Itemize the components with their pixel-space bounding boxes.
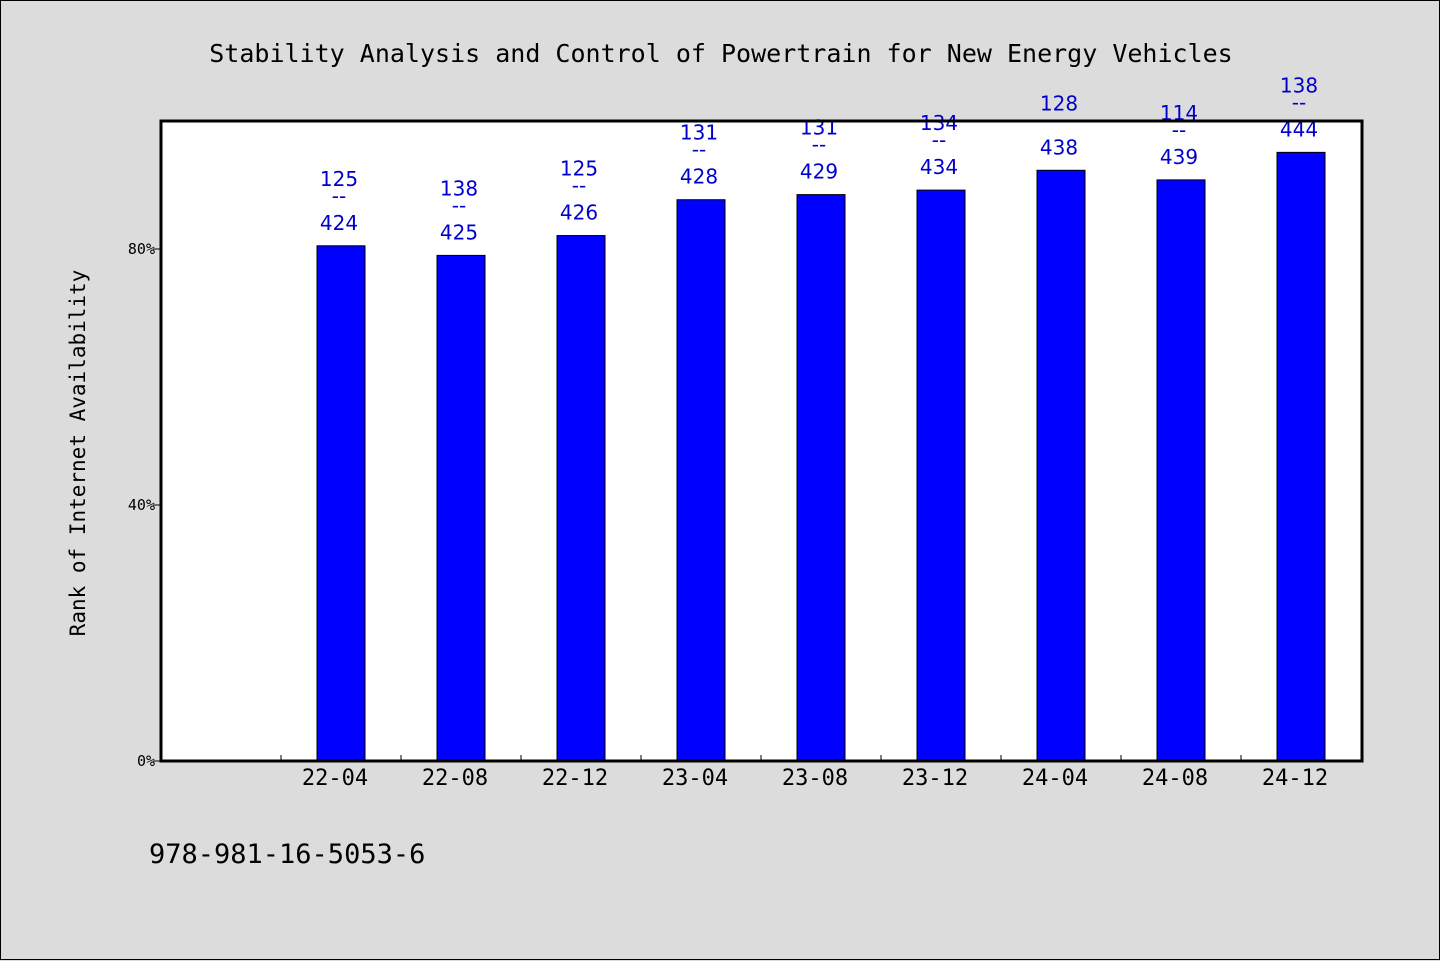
bar-22-08 <box>436 254 486 762</box>
data-label-separator: -- <box>332 184 346 208</box>
bar-23-12 <box>916 189 966 762</box>
y-tick-label: 40% <box>128 496 155 514</box>
data-label-top: 125 <box>320 167 358 191</box>
y-axis-label: Rank of Internet Availability <box>66 270 90 637</box>
data-label-bottom: 424 <box>320 211 358 235</box>
data-label-separator: -- <box>1292 90 1306 114</box>
data-label-bottom: 434 <box>920 155 958 179</box>
data-label-separator: -- <box>572 174 586 198</box>
data-label-bottom: 426 <box>560 201 598 225</box>
x-tick-label: 23-08 <box>782 766 848 791</box>
plot-border <box>159 119 1364 763</box>
x-tick-label: 22-08 <box>422 766 488 791</box>
x-tick-label: 23-12 <box>902 766 968 791</box>
bar-24-12 <box>1276 151 1326 762</box>
data-labels-layer: 125--424138--425125--426131--428131--429… <box>320 73 1318 244</box>
data-label-top: 138 <box>1280 73 1318 97</box>
bar-22-12 <box>556 235 606 762</box>
x-tick-label: 24-04 <box>1022 766 1088 791</box>
axes-layer: 0% 40% 80% 22-04 22-08 22-12 23-04 23-08 23-12 24… <box>128 240 1362 791</box>
data-label-top: 128 <box>1040 91 1078 115</box>
data-label-separator: -- <box>692 138 706 162</box>
footer-isbn: 978-981-16-5053-6 <box>149 839 425 870</box>
y-tick-label: 80% <box>128 240 155 258</box>
x-tick-label: 24-12 <box>1262 766 1328 791</box>
bar-24-04 <box>1036 169 1086 762</box>
data-label-top: 134 <box>920 111 958 135</box>
data-label-top: 138 <box>440 176 478 200</box>
data-label-separator: -- <box>452 193 466 217</box>
data-label-bottom: 425 <box>440 220 478 244</box>
data-label-separator: -- <box>932 128 946 152</box>
bar-22-04 <box>316 245 366 762</box>
x-tick-label: 23-04 <box>662 766 728 791</box>
x-tick-label: 22-04 <box>302 766 368 791</box>
data-label-top: 125 <box>560 157 598 181</box>
y-tick-label: 0% <box>137 752 155 770</box>
x-tick-label: 22-12 <box>542 766 608 791</box>
data-label-separator: -- <box>1172 118 1186 142</box>
bar-23-08 <box>796 194 846 762</box>
data-label-bottom: 438 <box>1040 135 1078 159</box>
chart-title: Stability Analysis and Control of Powert… <box>209 39 1233 68</box>
data-label-bottom: 429 <box>800 160 838 184</box>
bar-24-08 <box>1156 179 1206 762</box>
data-label-bottom: 439 <box>1160 145 1198 169</box>
data-label-bottom: 428 <box>680 165 718 189</box>
x-tick-label: 24-08 <box>1142 766 1208 791</box>
data-label-separator: -- <box>812 133 826 157</box>
bar-23-04 <box>676 199 726 762</box>
data-label-top: 131 <box>680 121 718 145</box>
bars-layer <box>316 151 1326 762</box>
